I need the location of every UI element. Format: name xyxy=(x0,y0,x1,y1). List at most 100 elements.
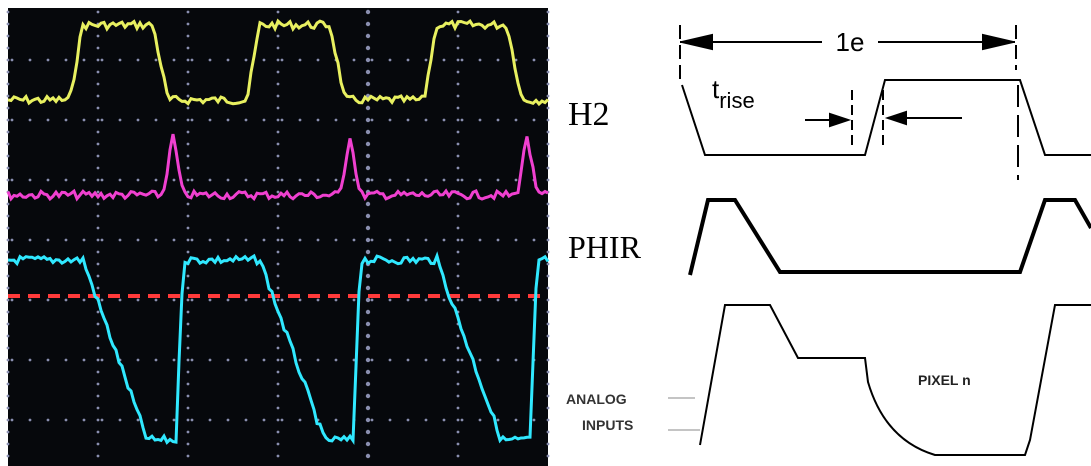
grid-dot xyxy=(186,118,190,122)
rise-subscript: rise xyxy=(719,88,754,113)
grid-dot xyxy=(546,322,550,326)
grid-dot xyxy=(6,418,10,422)
grid-dot xyxy=(442,58,446,62)
grid-dot xyxy=(546,34,550,38)
grid-dot xyxy=(82,358,86,362)
grid-dot xyxy=(280,418,284,422)
grid-dot xyxy=(546,310,550,314)
grid-dot xyxy=(276,346,280,350)
grid-dot xyxy=(96,310,100,314)
grid-dot xyxy=(546,442,550,446)
grid-dot xyxy=(6,274,10,278)
grid-dot xyxy=(276,274,280,278)
grid-dot xyxy=(365,273,371,279)
grid-dot xyxy=(532,418,536,422)
grid-dot xyxy=(352,358,356,362)
grid-dot xyxy=(96,394,100,398)
grid-dot xyxy=(64,238,68,242)
grid-dot xyxy=(28,298,32,302)
grid-dot xyxy=(6,358,10,362)
grid-dot xyxy=(546,10,550,14)
grid-dot xyxy=(365,369,371,375)
grid-dot xyxy=(100,58,104,62)
grid-dot xyxy=(136,298,140,302)
grid-dot xyxy=(456,358,460,362)
grid-dot xyxy=(546,370,550,374)
grid-dot xyxy=(186,70,190,74)
grid-dot xyxy=(186,130,190,134)
grid-dot xyxy=(442,178,446,182)
grid-dot xyxy=(186,166,190,170)
grid-dot xyxy=(460,238,464,242)
grid-dot xyxy=(118,178,122,182)
grid-dot xyxy=(365,153,371,159)
grid-dot xyxy=(546,274,550,278)
grid-dot xyxy=(46,418,50,422)
grid-dot xyxy=(208,238,212,242)
grid-dot xyxy=(100,358,104,362)
t-label: t xyxy=(712,74,720,104)
grid-dot xyxy=(244,58,248,62)
grid-dot xyxy=(262,58,266,62)
grid-dot xyxy=(96,154,100,158)
grid-dot xyxy=(96,358,100,362)
grid-dot xyxy=(388,418,392,422)
grid-dot xyxy=(456,214,460,218)
grid-dot xyxy=(352,58,356,62)
grid-dot xyxy=(365,45,371,51)
grid-dot xyxy=(532,58,536,62)
grid-dot xyxy=(365,297,371,303)
grid-dot xyxy=(456,178,460,182)
grid-dot xyxy=(370,238,374,242)
grid-dot xyxy=(478,298,482,302)
grid-dot xyxy=(546,250,550,254)
grid-dot xyxy=(406,58,410,62)
grid-dot xyxy=(276,190,280,194)
grid-dot xyxy=(456,250,460,254)
grid-dot xyxy=(226,418,230,422)
grid-dot xyxy=(208,418,212,422)
grid-dot xyxy=(100,418,104,422)
grid-dot xyxy=(334,118,338,122)
grid-dot xyxy=(96,178,100,182)
grid-dot xyxy=(424,298,428,302)
grid-dot xyxy=(276,406,280,410)
grid-dot xyxy=(365,429,371,435)
grid-dot xyxy=(546,238,550,242)
grid-dot xyxy=(460,58,464,62)
grid-dot xyxy=(190,418,194,422)
grid-dot xyxy=(10,238,14,242)
grid-dot xyxy=(456,10,460,14)
grid-dot xyxy=(365,117,371,123)
grid-dot xyxy=(442,298,446,302)
grid-dot xyxy=(456,298,460,302)
grid-dot xyxy=(276,142,280,146)
grid-dot xyxy=(546,94,550,98)
grid-dot xyxy=(546,154,550,158)
grid-dot xyxy=(546,82,550,86)
grid-dot xyxy=(424,58,428,62)
grid-dot xyxy=(406,358,410,362)
grid-dot xyxy=(6,106,10,110)
grid-dot xyxy=(186,322,190,326)
grid-dot xyxy=(82,118,86,122)
grid-dot xyxy=(118,298,122,302)
grid-dot xyxy=(186,250,190,254)
arrowhead xyxy=(681,33,713,51)
grid-dot xyxy=(298,298,302,302)
grid-dot xyxy=(6,22,10,26)
grid-dot xyxy=(546,358,550,362)
grid-dot xyxy=(226,238,230,242)
grid-dot xyxy=(298,118,302,122)
grid-dot xyxy=(496,178,500,182)
grid-dot xyxy=(478,418,482,422)
grid-dot xyxy=(6,298,10,302)
grid-dot xyxy=(365,249,371,255)
grid-dot xyxy=(276,358,280,362)
grid-dot xyxy=(6,10,10,14)
grid-dot xyxy=(186,214,190,218)
grid-dot xyxy=(136,118,140,122)
grid-dot xyxy=(64,418,68,422)
grid-dot xyxy=(96,70,100,74)
grid-dot xyxy=(456,238,460,242)
